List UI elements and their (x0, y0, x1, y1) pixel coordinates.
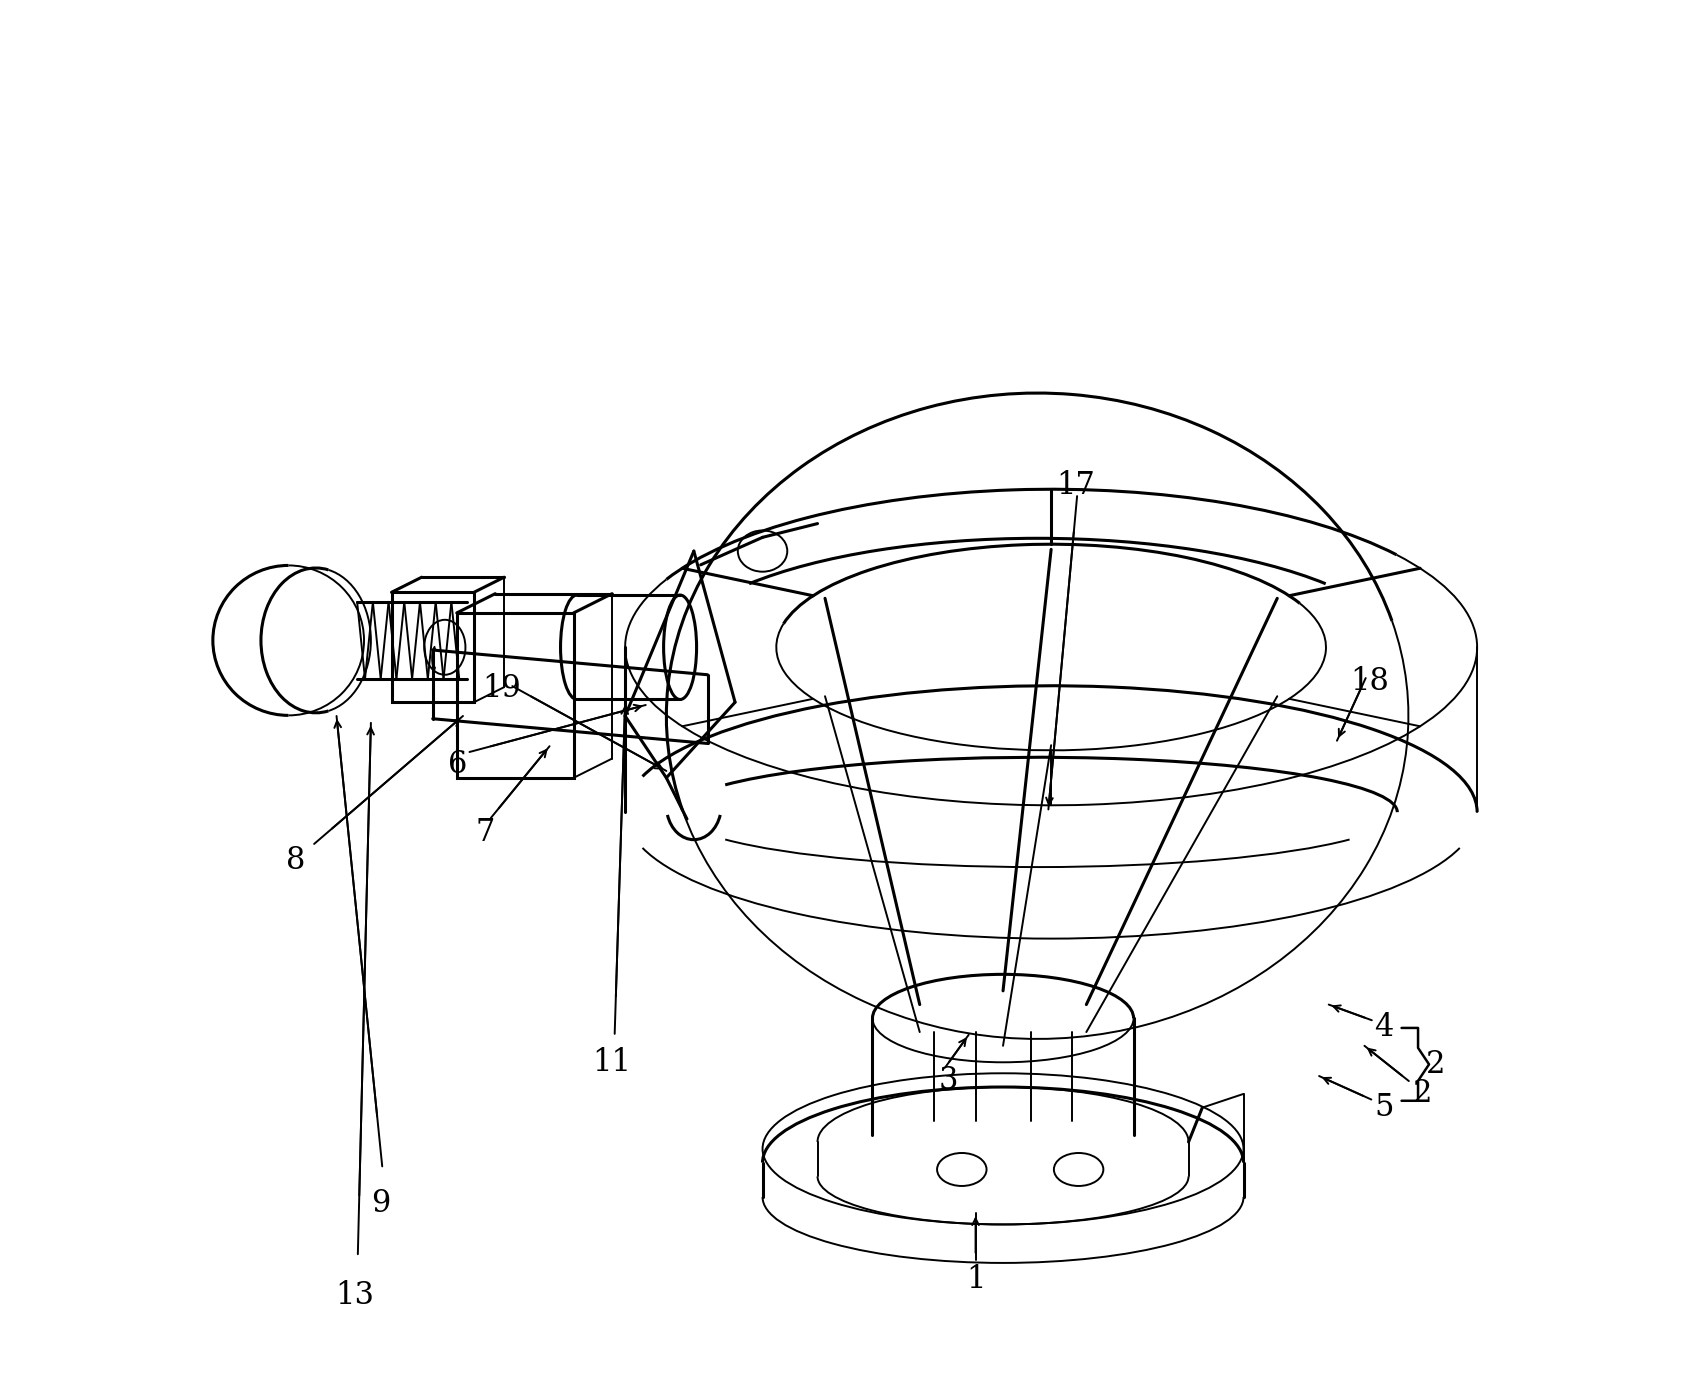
Text: 2: 2 (1426, 1049, 1444, 1080)
Text: 11: 11 (591, 1047, 630, 1078)
Text: 8: 8 (285, 844, 304, 876)
Text: 6: 6 (448, 749, 466, 779)
Text: 5: 5 (1373, 1092, 1393, 1124)
Text: 4: 4 (1373, 1012, 1392, 1044)
Text: 2: 2 (1412, 1078, 1431, 1110)
Text: 1: 1 (964, 1264, 985, 1294)
Text: 3: 3 (937, 1064, 958, 1096)
Text: 13: 13 (334, 1281, 373, 1311)
Text: 18: 18 (1350, 666, 1388, 697)
Text: 17: 17 (1056, 470, 1094, 501)
Text: 19: 19 (481, 673, 520, 704)
Text: 7: 7 (475, 818, 495, 848)
Text: 9: 9 (370, 1188, 390, 1219)
